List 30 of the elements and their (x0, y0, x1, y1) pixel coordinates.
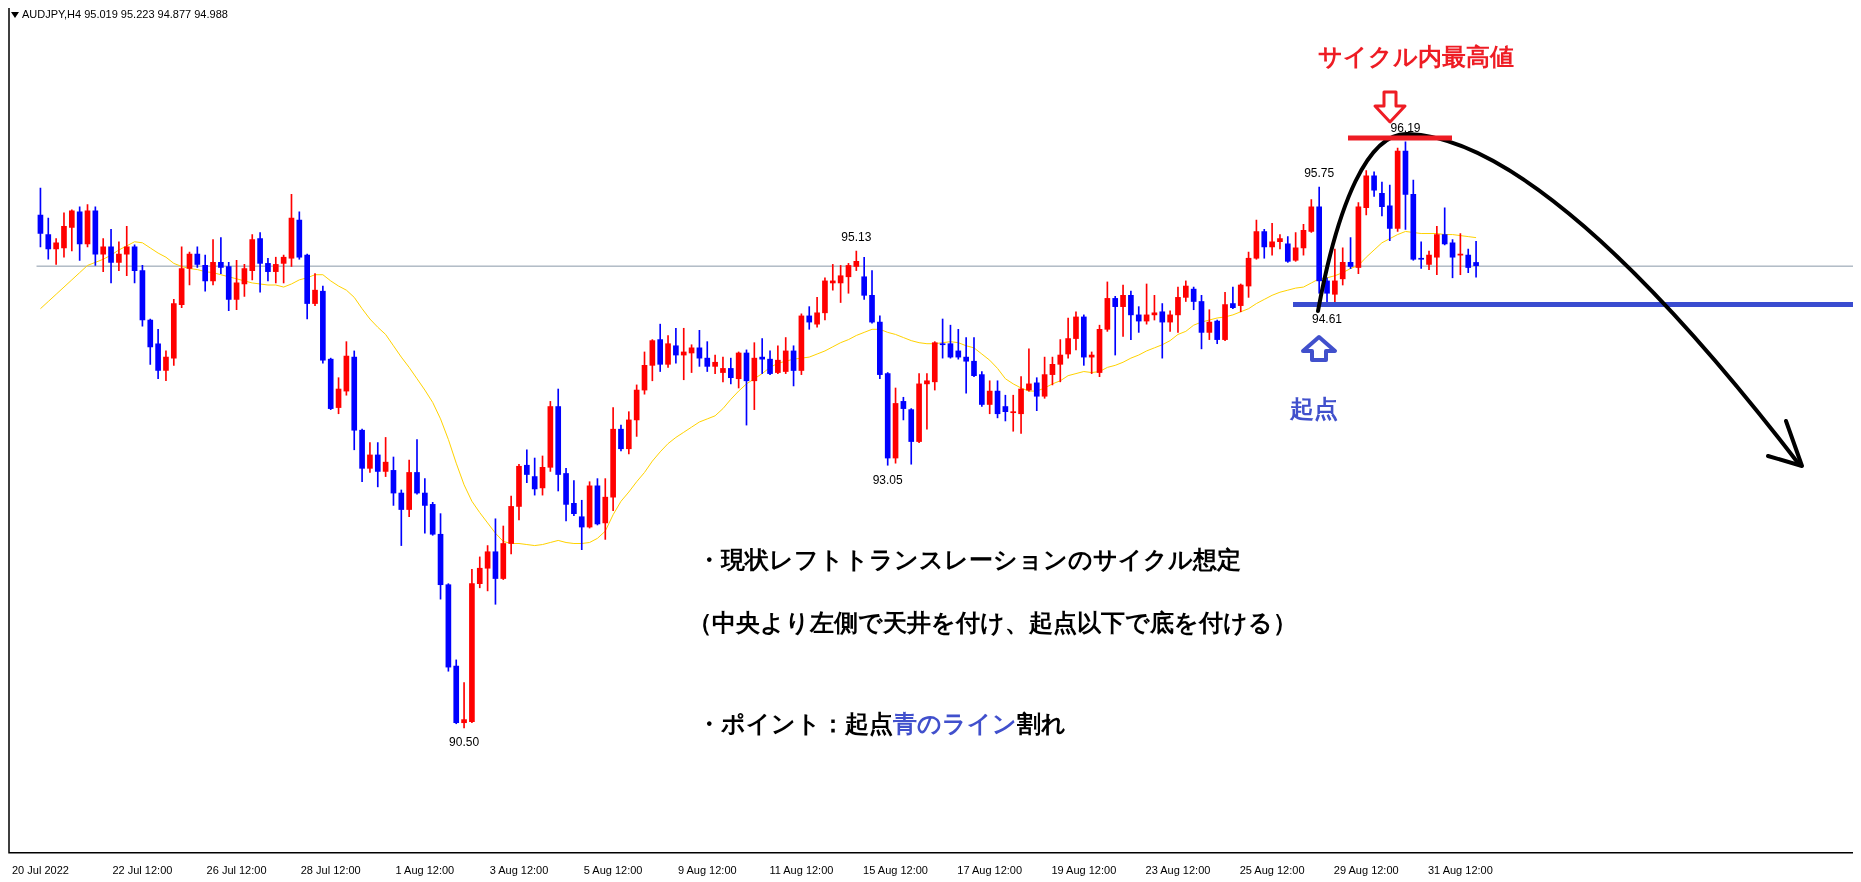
text: サイクル内最高値 (1318, 42, 1514, 72)
annotation: 割れ (1017, 710, 1066, 738)
x-tick-label: 31 Aug 12:00 (1427, 864, 1493, 877)
x-tick-label: 5 Aug 12:00 (583, 864, 643, 877)
x-tick-label: 11 Aug 12:00 (769, 864, 834, 877)
x-tick-label: 25 Aug 12:00 (1239, 864, 1305, 877)
x-tick-label: 19 Aug 12:00 (1051, 864, 1117, 877)
annotation: 96.19 (1390, 121, 1421, 136)
x-tick-label: 1 Aug 12:00 (395, 864, 455, 877)
x-tick-label: 28 Jul 12:00 (300, 864, 361, 877)
annotation: ・ポイント：起点 (697, 710, 893, 738)
annotation: （中央より左側で天井を付け、起点以下で底を付ける） (688, 608, 1297, 638)
annotation: ・現状レフトトランスレーションのサイクル想定 (697, 545, 1241, 575)
x-tick-label: 26 Jul 12:00 (206, 864, 267, 877)
x-tick-label: 22 Jul 12:00 (112, 864, 173, 877)
chart-title: AUDJPY,H4 95.019 95.223 94.877 94.988 (22, 8, 228, 20)
annotation: 93.05 (872, 472, 904, 487)
x-tick-label: 9 Aug 12:00 (677, 864, 737, 877)
annotation: 94.61 (1312, 311, 1343, 326)
annotation: 90.50 (449, 735, 480, 750)
x-tick-label: 20 Jul 2022 (11, 864, 69, 877)
x-tick-label: 17 Aug 12:00 (957, 864, 1023, 877)
annotation: 95.75 (1304, 166, 1335, 181)
annotation: 青のライン (893, 710, 1017, 738)
x-tick-label: 23 Aug 12:00 (1145, 864, 1211, 877)
x-tick-label: 29 Aug 12:00 (1333, 864, 1399, 877)
annotation: 起点 (1290, 394, 1338, 424)
x-tick-label: 15 Aug 12:00 (863, 864, 928, 877)
x-tick-label: 3 Aug 12:00 (489, 864, 549, 877)
annotation: 95.13 (841, 230, 872, 245)
